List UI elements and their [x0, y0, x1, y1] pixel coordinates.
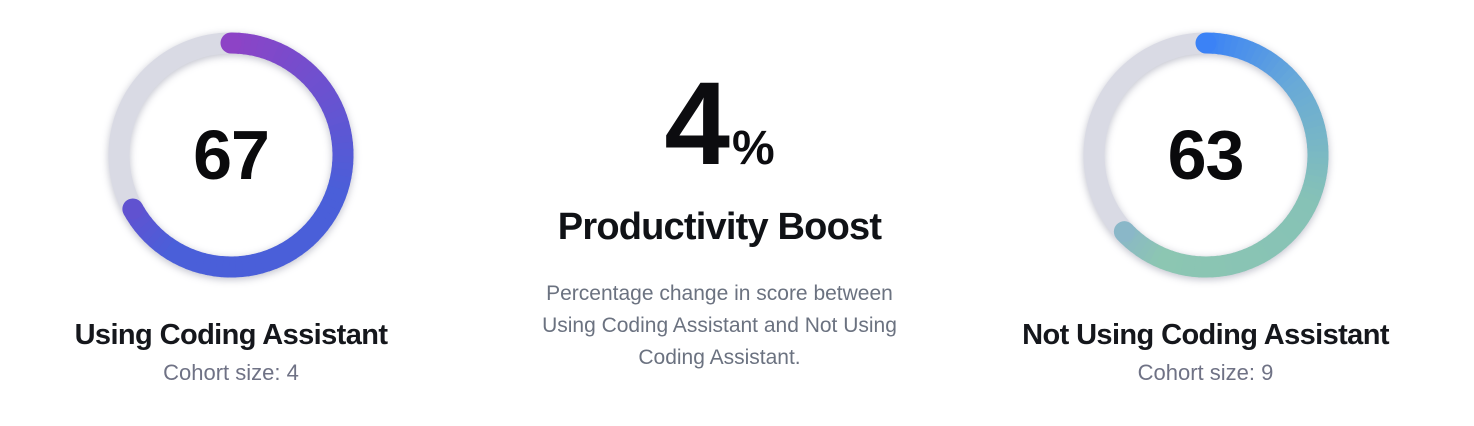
kpi-description-line-3: Coding Assistant.	[638, 345, 801, 369]
gauge-value-using: 67	[193, 116, 270, 194]
kpi-panel: 4 % Productivity Boost Percentage change…	[462, 0, 977, 386]
donut-chart-not-using	[1083, 32, 1328, 278]
gauge-card-not-using: 63 Not Using Coding Assistant Cohort siz…	[977, 0, 1434, 386]
kpi-percent-unit: %	[731, 122, 775, 175]
gauge-value-not-using: 63	[1167, 116, 1245, 194]
kpi-value: 4	[664, 58, 730, 190]
kpi-description-line-1: Percentage change in score between	[546, 281, 893, 305]
gauge-title-not-using: Not Using Coding Assistant	[1022, 319, 1389, 351]
gauge-not-using-wrap: 63	[1081, 30, 1331, 280]
kpi-title: Productivity Boost	[557, 206, 882, 249]
donut-chart-using	[108, 32, 354, 278]
kpi-stat: 4 %	[664, 58, 775, 190]
dashboard-row: 67 Using Coding Assistant Cohort size: 4…	[0, 0, 1434, 386]
gauge-cohort-using: Cohort size: 4	[163, 359, 299, 385]
gauge-title-using: Using Coding Assistant	[74, 319, 388, 351]
kpi-description-line-2: Using Coding Assistant and Not Using	[542, 313, 897, 337]
gauge-using-wrap: 67	[106, 30, 356, 280]
kpi-description: Percentage change in score between Using…	[542, 278, 897, 374]
gauge-card-using: 67 Using Coding Assistant Cohort size: 4	[0, 0, 462, 386]
gauge-cohort-not-using: Cohort size: 9	[1137, 359, 1274, 385]
